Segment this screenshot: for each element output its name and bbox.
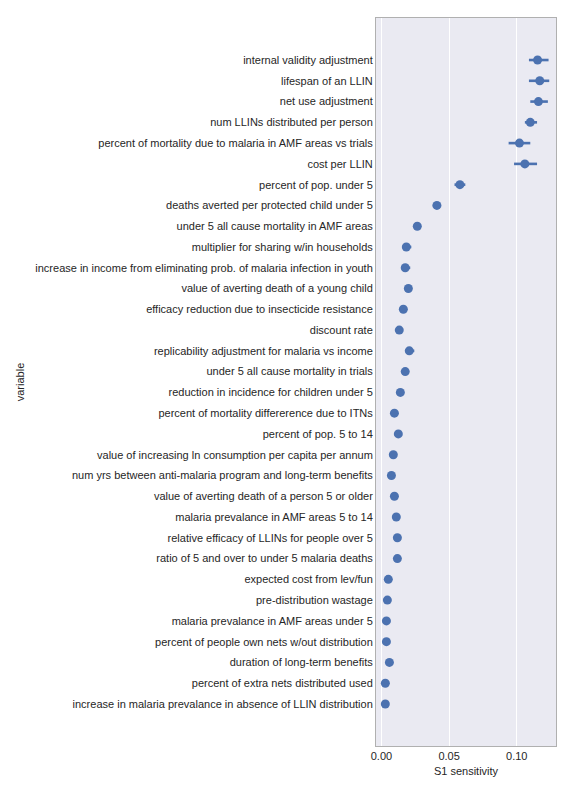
svg-text:internal validity adjustment: internal validity adjustment [243, 54, 373, 66]
svg-text:0.05: 0.05 [438, 750, 459, 762]
svg-text:num LLINs distributed per pers: num LLINs distributed per person [210, 116, 373, 128]
svg-text:percent of mortality differere: percent of mortality differerence due to… [158, 407, 373, 419]
svg-text:value of averting death of a p: value of averting death of a person 5 or… [154, 490, 373, 502]
svg-text:under 5 all cause mortality in: under 5 all cause mortality in trials [207, 365, 374, 377]
svg-text:ratio of 5 and over to under 5: ratio of 5 and over to under 5 malaria d… [156, 552, 373, 564]
svg-text:S1 sensitivity: S1 sensitivity [434, 765, 499, 777]
svg-text:malaria prevalance in AMF area: malaria prevalance in AMF areas 5 to 14 [175, 511, 373, 523]
svg-text:lifespan of an LLIN: lifespan of an LLIN [281, 75, 373, 87]
svg-text:duration of long-term benefits: duration of long-term benefits [230, 656, 374, 668]
svg-text:multiplier for sharing w/in ho: multiplier for sharing w/in households [192, 241, 373, 253]
svg-text:percent of people own nets w/o: percent of people own nets w/out distrib… [155, 636, 373, 648]
svg-text:pre-distribution wastage: pre-distribution wastage [256, 594, 373, 606]
svg-text:increase in malaria prevalance: increase in malaria prevalance in absenc… [73, 698, 373, 710]
svg-text:value of averting death of a y: value of averting death of a young child [181, 282, 372, 294]
svg-text:replicability adjustment for m: replicability adjustment for malaria vs … [154, 345, 373, 357]
svg-text:efficacy reduction due to inse: efficacy reduction due to insecticide re… [146, 303, 373, 315]
svg-text:deaths averted per protected c: deaths averted per protected child under… [166, 199, 373, 211]
svg-text:0.00: 0.00 [371, 750, 392, 762]
svg-text:increase in income from elimin: increase in income from eliminating prob… [35, 262, 373, 274]
svg-text:relative efficacy of LLINs for: relative efficacy of LLINs for people ov… [168, 532, 373, 544]
svg-text:percent of pop. under 5: percent of pop. under 5 [259, 179, 373, 191]
svg-text:cost per LLIN: cost per LLIN [307, 158, 372, 170]
svg-text:percent of mortality due to ma: percent of mortality due to malaria in A… [98, 137, 373, 149]
svg-text:reduction in incidence for chi: reduction in incidence for children unde… [169, 386, 373, 398]
svg-text:malaria prevalance in AMF area: malaria prevalance in AMF areas under 5 [172, 615, 373, 627]
svg-text:num yrs between anti-malaria p: num yrs between anti-malaria program and… [72, 469, 373, 481]
svg-text:percent of extra nets distribu: percent of extra nets distributed used [192, 677, 373, 689]
svg-text:expected cost from lev/fun: expected cost from lev/fun [244, 573, 372, 585]
svg-text:under 5 all cause mortality in: under 5 all cause mortality in AMF areas [177, 220, 374, 232]
svg-text:0.10: 0.10 [506, 750, 527, 762]
svg-text:variable: variable [14, 363, 26, 402]
svg-text:value of increasing ln consump: value of increasing ln consumption per c… [97, 449, 373, 461]
svg-text:percent of pop. 5 to 14: percent of pop. 5 to 14 [263, 428, 373, 440]
svg-text:discount rate: discount rate [310, 324, 373, 336]
svg-text:net use adjustment: net use adjustment [280, 95, 373, 107]
